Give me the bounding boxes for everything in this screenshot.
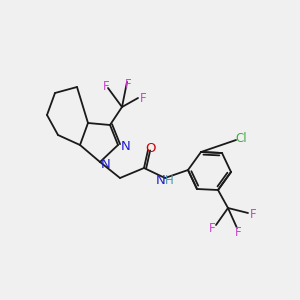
Text: F: F	[140, 92, 146, 106]
Text: N: N	[101, 158, 111, 170]
Text: Cl: Cl	[235, 131, 247, 145]
Text: H: H	[165, 175, 173, 188]
Text: F: F	[209, 221, 215, 235]
Text: O: O	[145, 142, 155, 154]
Text: N: N	[121, 140, 131, 152]
Text: N: N	[156, 173, 166, 187]
Text: F: F	[250, 208, 256, 221]
Text: F: F	[235, 226, 241, 238]
Text: F: F	[125, 77, 131, 91]
Text: F: F	[103, 80, 109, 94]
